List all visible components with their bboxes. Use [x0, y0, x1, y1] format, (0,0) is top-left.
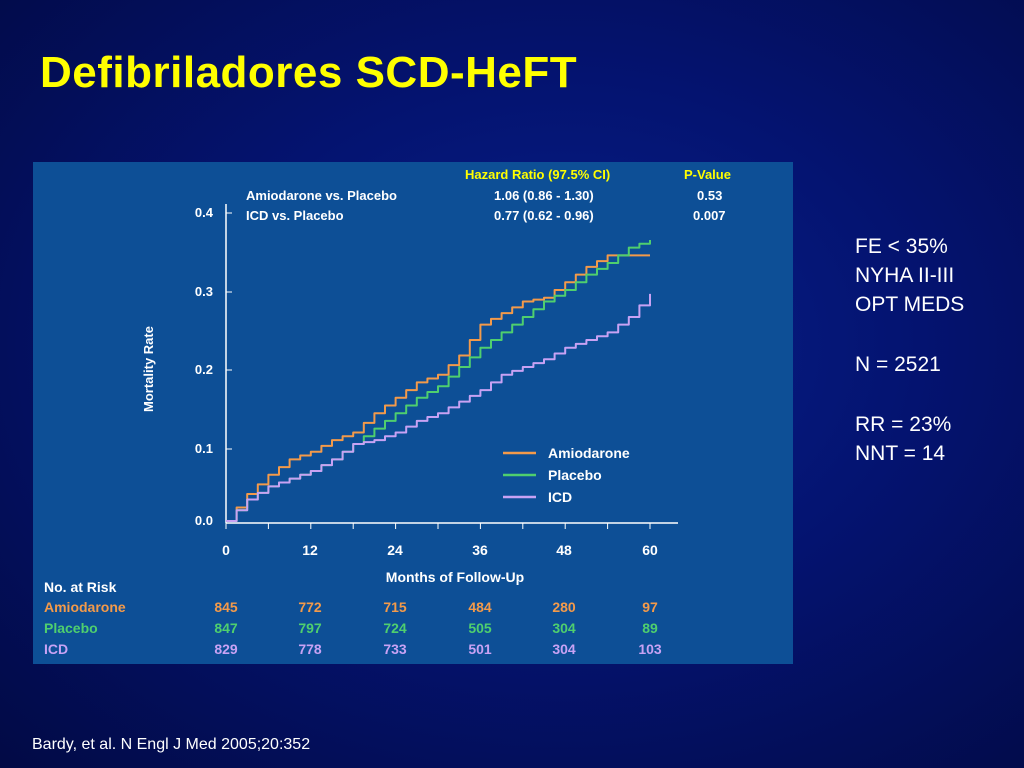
stats-row-2-p: 0.007: [693, 208, 726, 223]
risk-value-icd-48: 304: [552, 641, 576, 657]
x-tick-label-60: 60: [642, 542, 658, 558]
note-rr: RR = 23%: [855, 413, 952, 436]
citation: Bardy, et al. N Engl J Med 2005;20:352: [32, 736, 311, 753]
x-axis-label: Months of Follow-Up: [386, 569, 524, 585]
stats-row-2-label: ICD vs. Placebo: [246, 208, 344, 223]
risk-row-label-placebo: Placebo: [44, 620, 98, 636]
legend-label-amiodarone: Amiodarone: [548, 445, 630, 461]
risk-row-label-icd: ICD: [44, 641, 68, 657]
km-chart: Hazard Ratio (97.5% CI) P-Value Amiodaro…: [44, 167, 731, 657]
risk-value-amiodarone-60: 97: [642, 599, 658, 615]
risk-value-amiodarone-0: 845: [214, 599, 238, 615]
legend-label-placebo: Placebo: [548, 467, 602, 483]
note-opt-meds: OPT MEDS: [855, 293, 965, 316]
risk-value-placebo-48: 304: [552, 620, 576, 636]
series-line-icd: [226, 293, 651, 522]
y-tick-label-1: 0.1: [195, 441, 213, 456]
note-spacer-2: [855, 379, 964, 410]
y-ticks: 0.0 0.1 0.2 0.3 0.4: [195, 205, 232, 528]
risk-value-placebo-60: 89: [642, 620, 658, 636]
x-tick-labels: 0 12 24 36 48 60: [222, 542, 658, 558]
stats-row-1-p: 0.53: [697, 188, 722, 203]
risk-table-title: No. at Risk: [44, 579, 117, 595]
risk-values: 845 772 715 484 280 97 847 797 724 505 304 89 829 778…: [214, 599, 662, 657]
stats-row-1-hr: 1.06 (0.86 - 1.30): [494, 188, 594, 203]
risk-table: No. at Risk Amiodarone Placebo ICD 845 77…: [44, 579, 662, 657]
risk-value-placebo-24: 724: [383, 620, 407, 636]
stats-table: Hazard Ratio (97.5% CI) P-Value Amiodaro…: [246, 167, 731, 223]
series-line-amiodarone: [226, 254, 650, 522]
slide-title: Defibriladores SCD-HeFT: [40, 48, 578, 97]
side-notes: FE < 35% NYHA II-III OPT MEDS N = 2521 R…: [855, 232, 964, 468]
risk-value-amiodarone-24: 715: [383, 599, 407, 615]
y-tick-label-4: 0.4: [195, 205, 214, 220]
x-tick-marks: [225, 523, 651, 529]
legend-label-icd: ICD: [548, 489, 572, 505]
note-n: N = 2521: [855, 353, 941, 376]
legend: Amiodarone Placebo ICD: [503, 445, 630, 505]
hr-header: Hazard Ratio (97.5% CI): [465, 167, 610, 182]
risk-value-icd-36: 501: [468, 641, 492, 657]
risk-value-placebo-36: 505: [468, 620, 492, 636]
risk-value-amiodarone-48: 280: [552, 599, 576, 615]
x-tick-label-36: 36: [472, 542, 488, 558]
pvalue-header: P-Value: [684, 167, 731, 182]
y-axis-label: Mortality Rate: [141, 326, 156, 412]
risk-row-label-amiodarone: Amiodarone: [44, 599, 126, 615]
risk-value-icd-24: 733: [383, 641, 407, 657]
x-tick-label-12: 12: [302, 542, 318, 558]
risk-value-icd-60: 103: [638, 641, 662, 657]
note-fe: FE < 35%: [855, 235, 948, 258]
risk-value-amiodarone-36: 484: [468, 599, 492, 615]
note-nnt: NNT = 14: [855, 442, 946, 465]
y-tick-label-2: 0.2: [195, 362, 213, 377]
risk-value-placebo-12: 797: [298, 620, 322, 636]
x-tick-label-0: 0: [222, 542, 230, 558]
stats-row-2-hr: 0.77 (0.62 - 0.96): [494, 208, 594, 223]
y-tick-label-3: 0.3: [195, 284, 213, 299]
x-tick-label-24: 24: [387, 542, 403, 558]
risk-value-placebo-0: 847: [214, 620, 238, 636]
note-nyha: NYHA II-III: [855, 264, 955, 287]
km-chart-panel: Hazard Ratio (97.5% CI) P-Value Amiodaro…: [33, 162, 793, 664]
note-spacer-1: [855, 319, 964, 350]
stats-row-1-label: Amiodarone vs. Placebo: [246, 188, 397, 203]
series-layer: [226, 239, 651, 522]
y-tick-label-0: 0.0: [195, 513, 213, 528]
risk-value-icd-12: 778: [298, 641, 322, 657]
x-tick-label-48: 48: [556, 542, 572, 558]
risk-value-amiodarone-12: 772: [298, 599, 322, 615]
risk-value-icd-0: 829: [214, 641, 238, 657]
